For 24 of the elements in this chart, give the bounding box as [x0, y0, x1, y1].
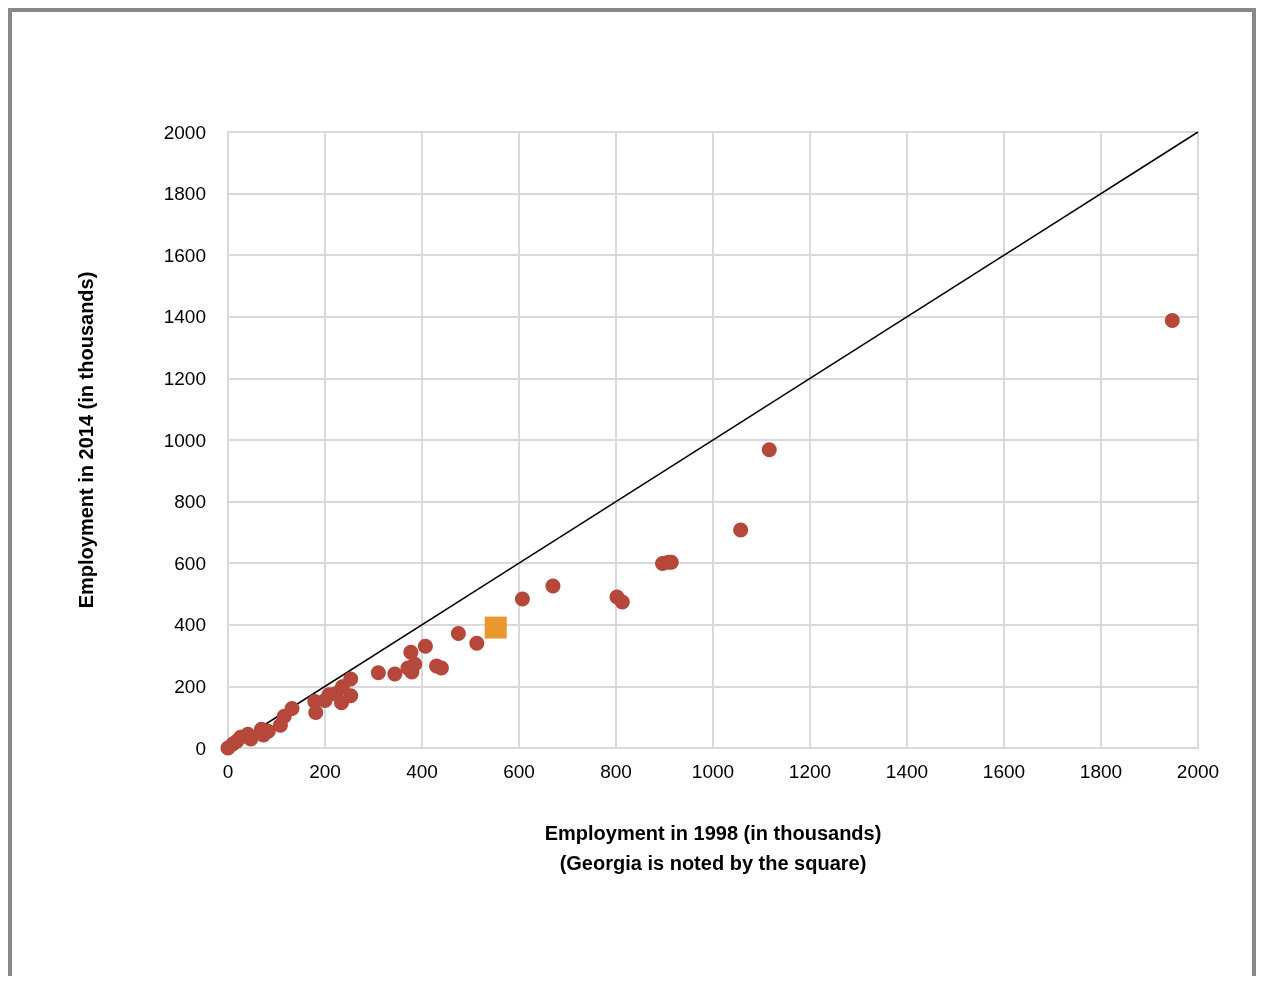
x-axis-title: Employment in 1998 (in thousands) (Georgia is noted by the square) — [544, 822, 882, 874]
y-tick-label: 200 — [174, 675, 206, 697]
y-tick-label: 600 — [174, 552, 206, 574]
x-tick-label: 600 — [503, 761, 535, 782]
y-tick-label: 0 — [195, 737, 206, 759]
x-tick-label: 400 — [406, 761, 438, 782]
y-tick-label: 1800 — [163, 183, 206, 205]
x-tick-label: 1400 — [885, 761, 929, 782]
x-tick-label: 1800 — [1079, 761, 1123, 782]
x-tick-label: 1600 — [982, 761, 1026, 782]
x-tick-label: 2000 — [1176, 761, 1220, 782]
y-tick-label: 800 — [174, 491, 206, 513]
y-tick-label: 1000 — [163, 429, 206, 451]
x-tick-label: 200 — [309, 761, 341, 782]
y-tick-label: 1400 — [163, 306, 206, 328]
x-tick-label: 800 — [600, 761, 632, 782]
x-tick-label: 1200 — [788, 761, 832, 782]
y-tick-label: 1200 — [163, 367, 206, 389]
y-axis-title: Employment in 2014 (in thousands) — [75, 271, 97, 609]
y-tick-label: 1600 — [163, 244, 206, 266]
y-tick-label: 400 — [174, 614, 206, 636]
y-tick-label: 2000 — [163, 121, 206, 143]
x-tick-label: 0 — [222, 761, 234, 782]
x-tick-label: 1000 — [691, 761, 735, 782]
